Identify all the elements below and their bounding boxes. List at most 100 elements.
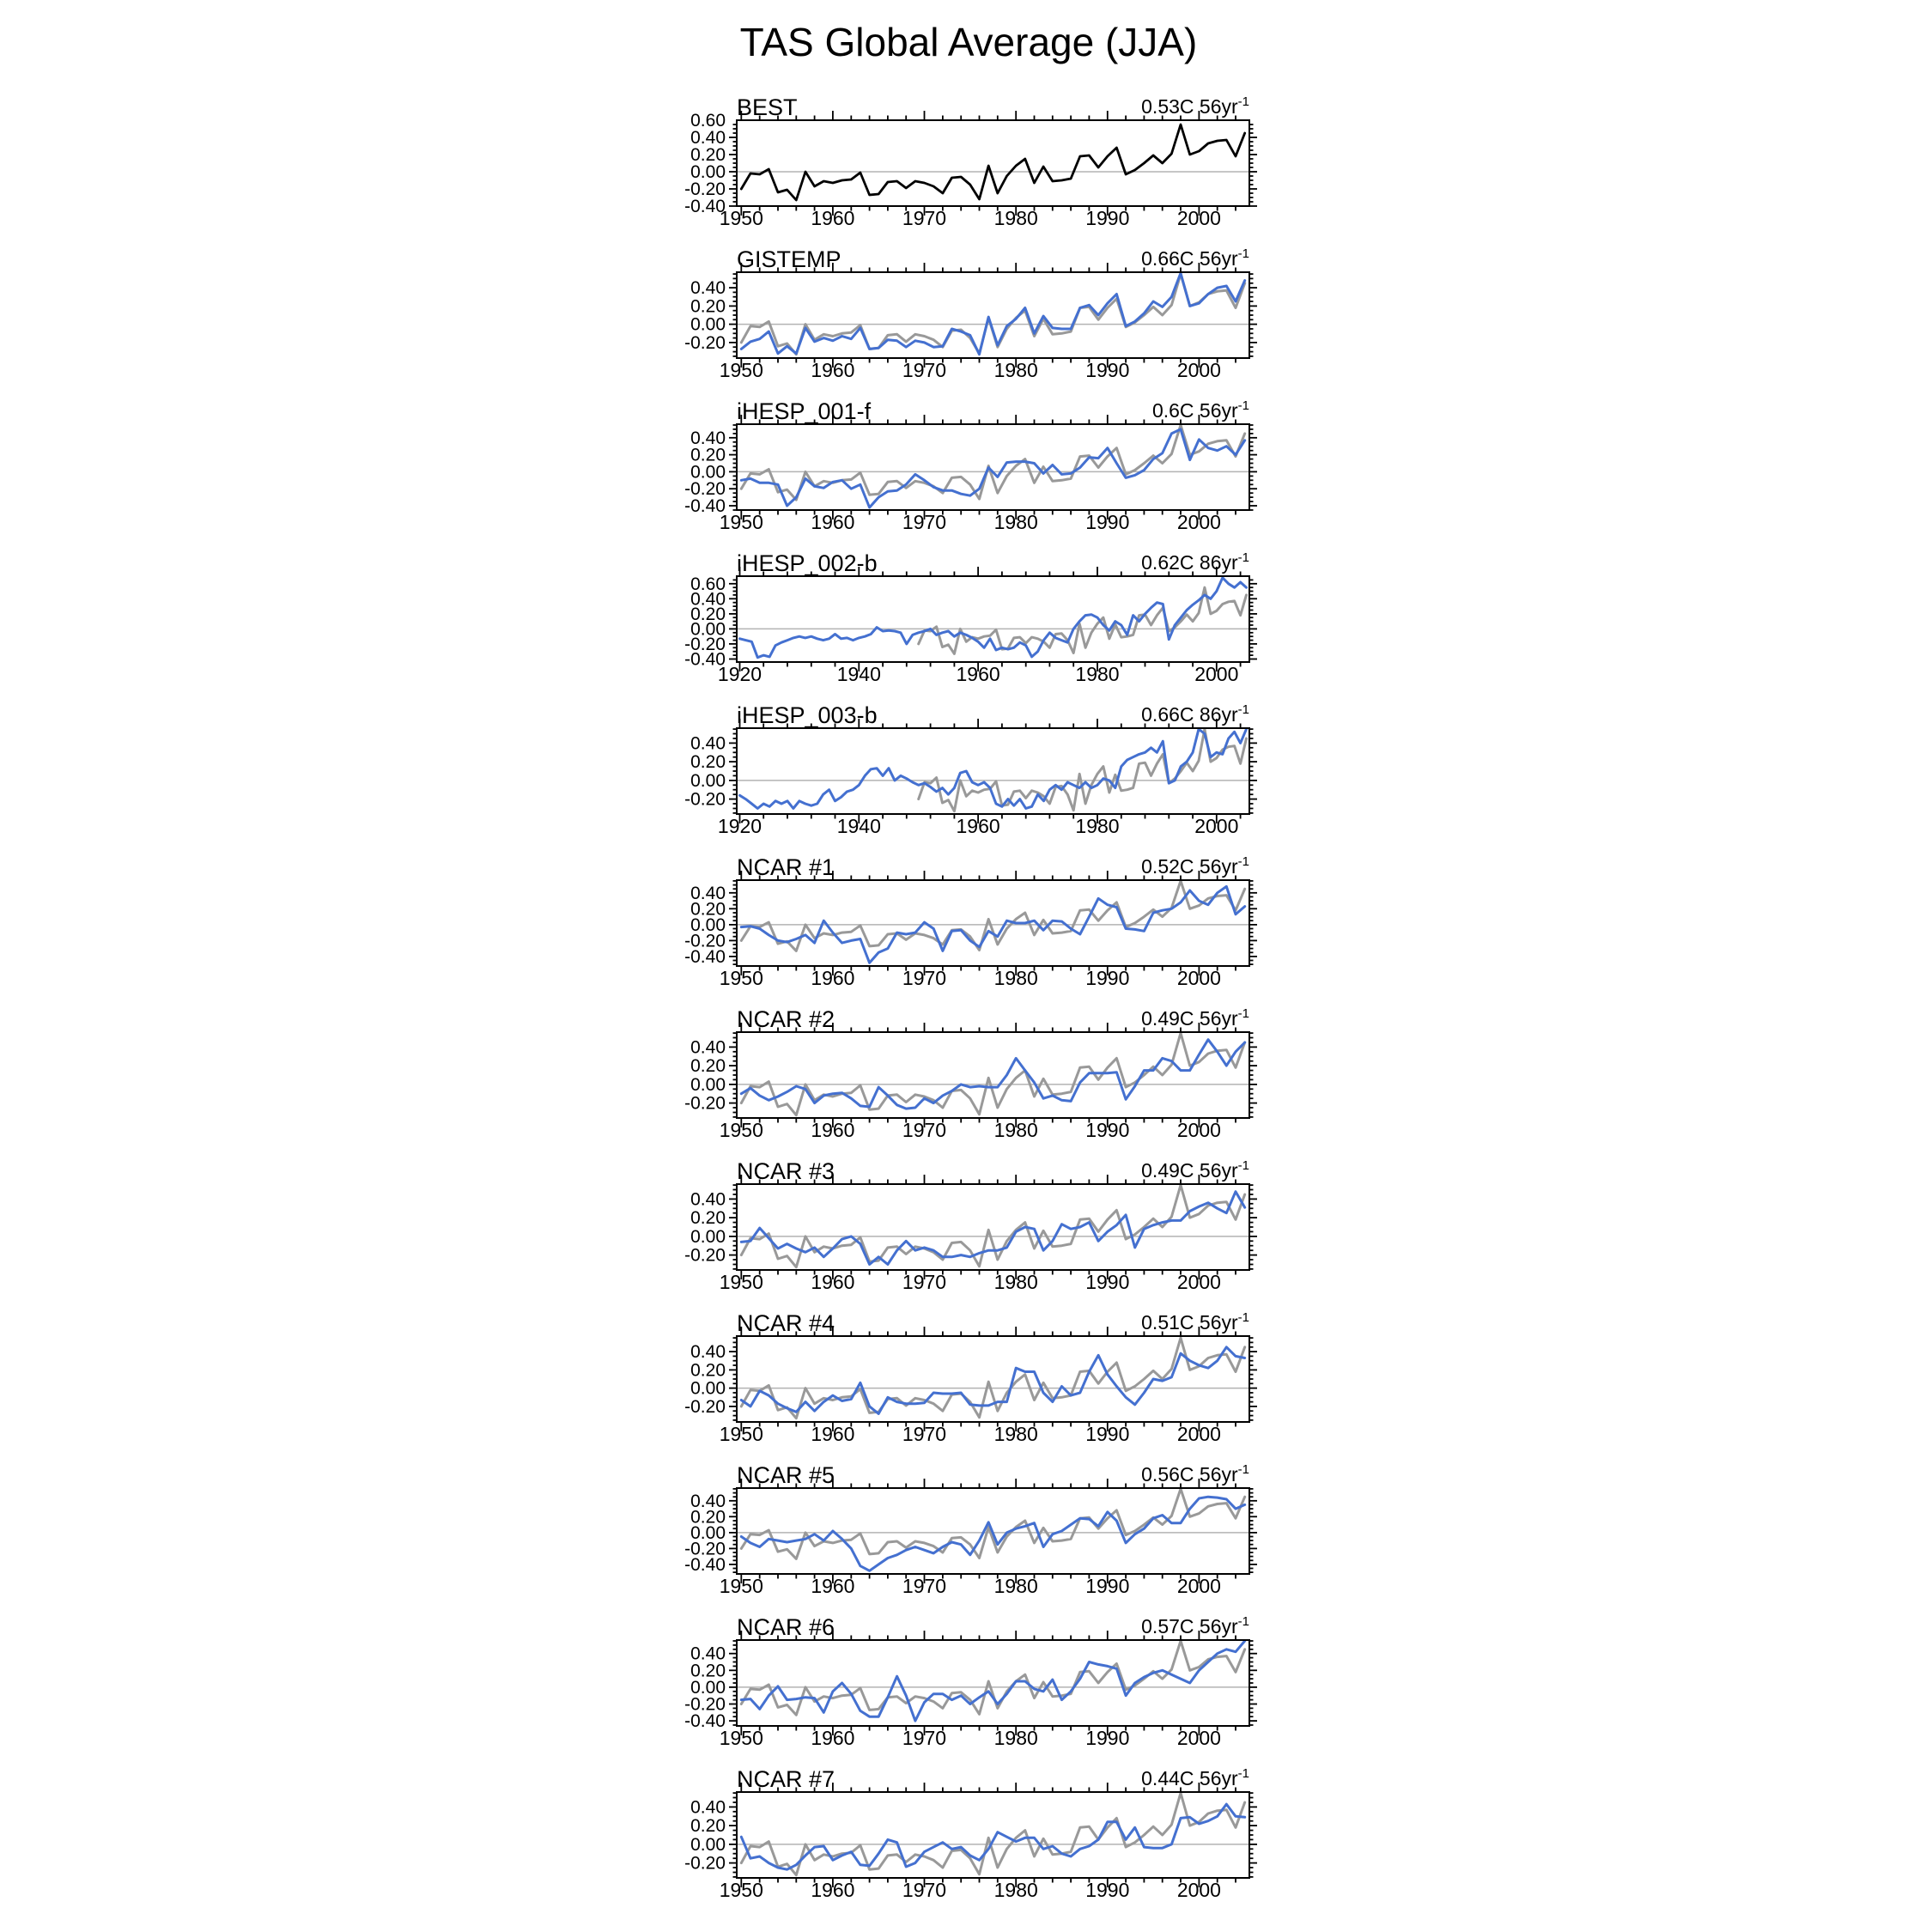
panel-label: NCAR #3 [737, 1158, 835, 1184]
obs-series-line [739, 879, 1247, 952]
y-tick-label: 0.20 [690, 1208, 726, 1228]
y-tick-label: -0.20 [684, 635, 726, 654]
plot-frame [736, 727, 1250, 815]
y-tick-label: 0.40 [690, 1644, 726, 1664]
y-tick-label: 0.40 [690, 733, 726, 753]
axis-ticks [729, 1783, 1257, 1887]
y-tick-label: -0.20 [684, 1695, 726, 1715]
panel-ncar-2: NCAR #2 0.49C 56yr-1 1950 1960 1970 1980 1990 2… [565, 989, 1372, 1141]
y-tick-label: -0.40 [684, 1555, 726, 1575]
y-tick-label: 0.00 [690, 315, 726, 335]
y-tick-label: 0.00 [690, 462, 726, 482]
panel-ncar-4: NCAR #4 0.51C 56yr-1 1950 1960 1970 1980 1990 2… [565, 1293, 1372, 1445]
y-tick-label: -0.20 [684, 479, 726, 499]
model-series-line [739, 271, 1247, 356]
axis-ticks [729, 567, 1257, 671]
plot-frame [736, 1791, 1250, 1879]
panel-ihesp-001-f: iHESP_001-f 0.6C 56yr-1 1950 1960 1970 1980 19… [565, 381, 1372, 533]
panel-stat: 0.66C 56yr-1 [1141, 246, 1249, 270]
obs-series-line [739, 1487, 1247, 1560]
y-tick-label: 0.20 [690, 1360, 726, 1380]
model-series-line [739, 1495, 1247, 1572]
panel-stat: 0.53C 56yr-1 [1141, 94, 1249, 118]
obs-series-line [917, 586, 1248, 655]
panel-ncar-3: NCAR #3 0.49C 56yr-1 1950 1960 1970 1980 1990 2… [565, 1141, 1372, 1293]
y-tick-label: 0.00 [690, 162, 726, 182]
y-tick-label: 0.40 [690, 128, 726, 148]
panel-stat: 0.44C 56yr-1 [1141, 1766, 1249, 1789]
panel-stat: 0.57C 56yr-1 [1141, 1614, 1249, 1637]
y-tick-label: 0.00 [690, 1523, 726, 1543]
model-series-line [738, 727, 1248, 810]
panel-ncar-5: NCAR #5 0.56C 56yr-1 1950 1960 1970 1980 1990 2… [565, 1445, 1372, 1597]
figure-canvas: TAS Global Average (JJA) BEST 0.53C 56yr-… [565, 0, 1372, 1901]
model-series-line [739, 1346, 1247, 1415]
y-tick-label: 0.40 [690, 1189, 726, 1209]
plot-frame [736, 119, 1250, 207]
y-tick-label: 0.20 [690, 899, 726, 919]
panel-ihesp-002-b: iHESP_002-b 0.62C 86yr-1 1920 1940 1960 1980 2… [565, 533, 1372, 685]
y-tick-label: -0.20 [684, 931, 726, 951]
obs-series-line [917, 727, 1248, 813]
y-tick-label: -0.40 [684, 1711, 726, 1731]
model-series-line [739, 1639, 1247, 1722]
y-tick-label: 0.40 [690, 1492, 726, 1511]
y-tick-label: -0.20 [684, 1094, 726, 1114]
panel-label: NCAR #7 [737, 1766, 835, 1792]
plot-frame [736, 1031, 1250, 1119]
panel-label: iHESP_003-b [737, 702, 878, 728]
y-tick-label: -0.20 [684, 333, 726, 353]
y-tick-label: -0.20 [684, 179, 726, 199]
y-tick-label: 0.00 [690, 771, 726, 791]
plot-frame [736, 575, 1250, 663]
y-tick-label: 0.40 [690, 589, 726, 609]
obs-series-line [739, 1791, 1247, 1877]
y-tick-label: 0.00 [690, 1227, 726, 1247]
axis-ticks [729, 719, 1257, 823]
plot-frame [736, 1639, 1250, 1727]
best-series-line [739, 123, 1247, 202]
y-tick-label: 0.00 [690, 1075, 726, 1095]
obs-series-line [739, 272, 1247, 356]
model-series-line [739, 884, 1247, 964]
plot-frame [736, 879, 1250, 967]
y-tick-label: 0.00 [690, 619, 726, 639]
panel-label: BEST [737, 94, 798, 120]
y-tick-label: -0.40 [684, 496, 726, 516]
panel-best: BEST 0.53C 56yr-1 1950 1960 1970 1980 1990 2000… [565, 77, 1372, 229]
y-tick-label: -0.20 [684, 790, 726, 810]
y-tick-label: 0.40 [690, 278, 726, 298]
obs-series-line [739, 1183, 1247, 1269]
panel-ncar-7: NCAR #7 0.44C 56yr-1 1950 1960 1970 1980 1990 2… [565, 1749, 1372, 1901]
y-tick-label: 0.00 [690, 1835, 726, 1855]
y-tick-label: 0.40 [690, 1797, 726, 1817]
y-tick-label: -0.40 [684, 197, 726, 216]
y-tick-label: -0.20 [684, 1246, 726, 1266]
y-tick-label: -0.40 [684, 650, 726, 670]
y-tick-label: 0.20 [690, 446, 726, 465]
y-tick-label: 0.40 [690, 1037, 726, 1057]
panel-stat: 0.49C 56yr-1 [1141, 1006, 1249, 1030]
plot-frame [736, 1487, 1250, 1575]
y-tick-label: -0.20 [684, 1854, 726, 1874]
obs-series-line [739, 423, 1247, 501]
model-series-line [738, 576, 1248, 659]
panel-stat: 0.66C 86yr-1 [1141, 702, 1249, 726]
panel-ihesp-003-b: iHESP_003-b 0.66C 86yr-1 1920 1940 1960 1980 2… [565, 685, 1372, 837]
y-tick-label: 0.20 [690, 1056, 726, 1076]
y-tick-label: 0.40 [690, 884, 726, 903]
y-tick-label: 0.20 [690, 752, 726, 772]
panel-label: NCAR #6 [737, 1614, 835, 1640]
axis-ticks [729, 111, 1257, 216]
obs-series-line [739, 1639, 1247, 1716]
panel-stat: 0.51C 56yr-1 [1141, 1310, 1249, 1334]
panel-stat: 0.6C 56yr-1 [1152, 398, 1249, 422]
